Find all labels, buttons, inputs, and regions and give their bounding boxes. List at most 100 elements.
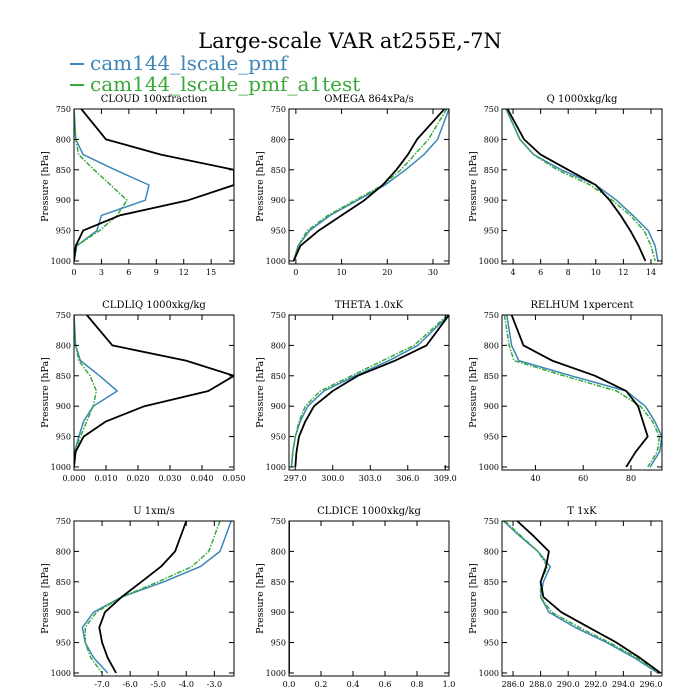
series-line bbox=[294, 315, 449, 468]
panel-title: RELHUM 1xpercent bbox=[530, 300, 633, 311]
x-tick-label: 0.0 bbox=[283, 680, 296, 689]
y-tick-label: 750 bbox=[56, 517, 71, 526]
figure-title: Large-scale VAR at255E,-7N bbox=[198, 29, 502, 53]
y-tick-label: 950 bbox=[271, 639, 286, 648]
x-tick-label: 0 bbox=[293, 268, 298, 277]
plot-frame bbox=[288, 314, 450, 471]
y-tick-label: 1000 bbox=[266, 463, 286, 472]
x-tick-label: 294.0 bbox=[612, 680, 635, 689]
y-axis-label: Pressure [hPa] bbox=[40, 151, 51, 222]
y-tick-label: 1000 bbox=[479, 669, 499, 678]
plot-frame bbox=[73, 520, 235, 677]
panel-title: CLOUD 100xfraction bbox=[101, 94, 208, 105]
x-tick-label: 0.6 bbox=[379, 680, 392, 689]
y-tick-label: 900 bbox=[484, 196, 499, 205]
y-axis-label: Pressure [hPa] bbox=[40, 357, 51, 428]
x-tick-label: 3 bbox=[99, 268, 104, 277]
y-tick-label: 1000 bbox=[479, 257, 499, 266]
y-tick-label: 950 bbox=[484, 433, 499, 442]
y-tick-label: 900 bbox=[56, 608, 71, 617]
y-tick-label: 950 bbox=[271, 227, 286, 236]
y-tick-label: 750 bbox=[271, 517, 286, 526]
x-tick-label: 10 bbox=[336, 268, 346, 277]
series-line bbox=[516, 521, 662, 674]
y-tick-label: 950 bbox=[56, 433, 71, 442]
y-tick-label: 850 bbox=[56, 372, 71, 381]
y-tick-label: 850 bbox=[271, 166, 286, 175]
y-tick-label: 1000 bbox=[51, 669, 71, 678]
x-tick-label: -7.0 bbox=[94, 680, 109, 689]
y-tick-label: 900 bbox=[484, 608, 499, 617]
plot-frame bbox=[73, 314, 235, 471]
series-line bbox=[74, 109, 150, 262]
x-tick-label: 60 bbox=[578, 474, 588, 483]
series-line bbox=[81, 521, 232, 674]
x-tick-label: 303.0 bbox=[359, 474, 382, 483]
y-tick-label: 850 bbox=[271, 578, 286, 587]
y-tick-label: 900 bbox=[271, 196, 286, 205]
y-axis-label: Pressure [hPa] bbox=[40, 563, 51, 634]
x-tick-label: 30 bbox=[428, 268, 438, 277]
x-tick-label: 292.0 bbox=[584, 680, 607, 689]
y-tick-label: 800 bbox=[484, 341, 499, 350]
x-tick-label: 10 bbox=[591, 268, 601, 277]
series-line bbox=[292, 109, 449, 262]
x-tick-label: 0.000 bbox=[63, 474, 86, 483]
y-axis-label: Pressure [hPa] bbox=[468, 357, 479, 428]
chart-panel: CLDLIQ 1000xkg/kg Pressure [hPa] 750 800 850… bbox=[40, 300, 245, 483]
plot-frame bbox=[501, 314, 663, 471]
y-tick-label: 950 bbox=[271, 433, 286, 442]
series-line bbox=[98, 521, 188, 674]
x-tick-label: -3.0 bbox=[207, 680, 222, 689]
y-tick-label: 950 bbox=[484, 639, 499, 648]
y-tick-label: 1000 bbox=[51, 463, 71, 472]
y-tick-label: 950 bbox=[56, 227, 71, 236]
legend-item: cam144_lscale_pmf bbox=[70, 53, 360, 74]
series-line bbox=[74, 109, 128, 262]
series-line bbox=[290, 315, 449, 468]
x-tick-label: 40 bbox=[530, 474, 540, 483]
x-tick-label: 0.010 bbox=[95, 474, 118, 483]
y-tick-label: 1000 bbox=[51, 257, 71, 266]
series-line bbox=[506, 109, 647, 262]
chart-panel: CLDICE 1000xkg/kg Pressure [hPa] 750 800 850… bbox=[255, 506, 455, 689]
y-tick-label: 900 bbox=[484, 402, 499, 411]
x-tick-label: -5.0 bbox=[150, 680, 165, 689]
y-tick-label: 950 bbox=[484, 227, 499, 236]
y-tick-label: 750 bbox=[484, 311, 499, 320]
series-line bbox=[503, 315, 661, 468]
chart-panel: CLOUD 100xfraction Pressure [hPa] 750 800 85… bbox=[40, 94, 235, 277]
panel-title: T 1xK bbox=[567, 506, 597, 517]
y-tick-label: 800 bbox=[271, 341, 286, 350]
x-tick-label: 296.0 bbox=[640, 680, 663, 689]
y-tick-label: 750 bbox=[484, 517, 499, 526]
plot-frame bbox=[501, 520, 663, 677]
y-tick-label: 750 bbox=[271, 105, 286, 114]
series-line bbox=[84, 521, 221, 674]
y-tick-label: 800 bbox=[56, 135, 71, 144]
legend: cam144_lscale_pmf cam144_lscale_pmf_a1te… bbox=[70, 53, 360, 95]
y-axis-label: Pressure [hPa] bbox=[255, 563, 266, 634]
y-tick-label: 800 bbox=[271, 547, 286, 556]
x-tick-label: 12 bbox=[179, 268, 189, 277]
x-tick-label: 8 bbox=[566, 268, 571, 277]
legend-swatch bbox=[70, 62, 84, 65]
series-line bbox=[292, 109, 448, 262]
y-tick-label: 850 bbox=[484, 372, 499, 381]
y-tick-label: 750 bbox=[271, 311, 286, 320]
y-tick-label: 800 bbox=[56, 547, 71, 556]
x-tick-label: 6 bbox=[538, 268, 543, 277]
y-tick-label: 850 bbox=[56, 578, 71, 587]
series-line bbox=[74, 109, 234, 262]
series-line bbox=[290, 315, 449, 468]
y-tick-label: 800 bbox=[271, 135, 286, 144]
x-tick-label: 0.040 bbox=[191, 474, 214, 483]
x-tick-label: 14 bbox=[646, 268, 656, 277]
x-tick-label: 0.8 bbox=[411, 680, 424, 689]
x-tick-label: 297.0 bbox=[284, 474, 307, 483]
legend-swatch bbox=[70, 83, 84, 86]
chart-panel: RELHUM 1xpercent Pressure [hPa] 750 800 850 9… bbox=[468, 300, 663, 483]
y-tick-label: 900 bbox=[271, 402, 286, 411]
x-tick-label: 1.0 bbox=[443, 680, 456, 689]
